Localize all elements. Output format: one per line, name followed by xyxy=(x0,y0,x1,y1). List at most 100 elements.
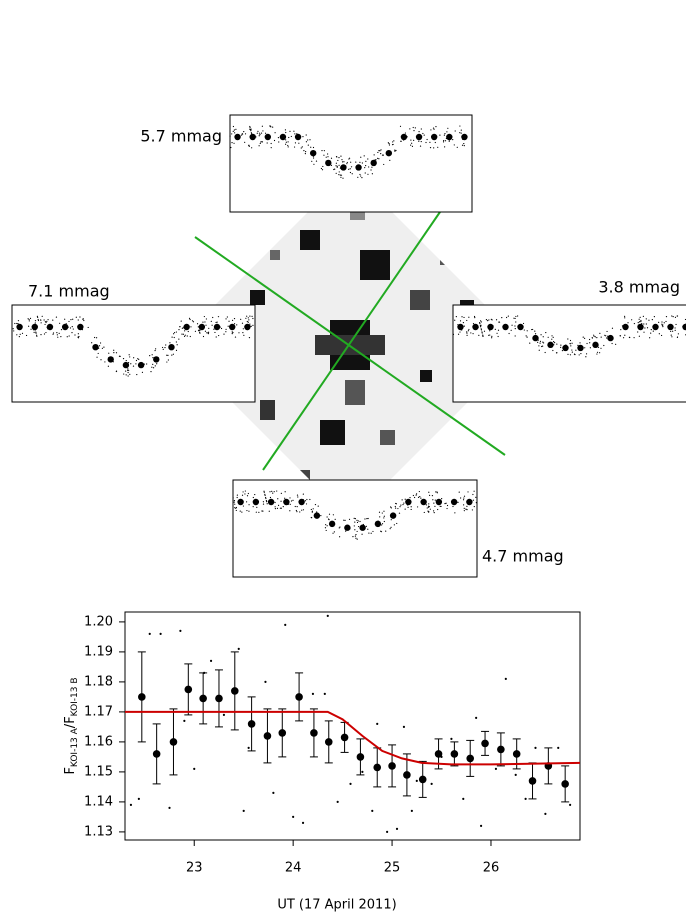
inset-dot xyxy=(394,150,395,151)
inset-dot xyxy=(205,331,206,332)
inset-dot xyxy=(22,333,23,334)
inset-dot xyxy=(372,531,373,532)
inset-dot xyxy=(270,497,271,498)
inset-dot xyxy=(411,509,412,510)
inset-dot xyxy=(91,342,92,343)
inset-dot xyxy=(443,140,444,141)
inset-dot xyxy=(433,127,434,128)
inset-bin xyxy=(517,324,523,330)
inset-dot xyxy=(189,318,190,319)
inset-dot xyxy=(321,168,322,169)
model-line xyxy=(125,712,580,765)
inset-dot xyxy=(428,507,429,508)
inset-dot xyxy=(269,491,270,492)
inset-dot xyxy=(639,336,640,337)
inset-dot xyxy=(527,330,528,331)
inset-dot xyxy=(20,334,21,335)
inset-dot xyxy=(88,327,89,328)
inset-dot xyxy=(434,506,435,507)
inset-dot xyxy=(631,319,632,320)
inset-dot xyxy=(155,348,156,349)
inset-dot xyxy=(358,526,359,527)
inset-dot xyxy=(212,325,213,326)
inset-dot xyxy=(643,323,644,324)
inset-dot xyxy=(562,350,563,351)
inset-dot xyxy=(472,509,473,510)
raw-point xyxy=(149,633,151,635)
inset-dot xyxy=(570,354,571,355)
inset-bin xyxy=(199,324,205,330)
binned-point xyxy=(561,780,569,788)
inset-dot xyxy=(52,319,53,320)
inset-bin xyxy=(168,344,174,350)
inset-dot xyxy=(341,175,342,176)
inset-dot xyxy=(26,335,27,336)
inset-dot xyxy=(228,326,229,327)
inset-dot xyxy=(498,322,499,323)
inset-dot xyxy=(292,500,293,501)
inset-dot xyxy=(468,317,469,318)
inset-dot xyxy=(429,495,430,496)
inset-dot xyxy=(470,332,471,333)
inset-dot xyxy=(589,339,590,340)
inset-dot xyxy=(354,518,355,519)
inset-dot xyxy=(343,520,344,521)
inset-dot xyxy=(71,332,72,333)
inset-dot xyxy=(70,319,71,320)
inset-dot xyxy=(475,497,476,498)
inset-dot xyxy=(361,177,362,178)
inset-dot xyxy=(606,337,607,338)
binned-point xyxy=(497,746,505,754)
inset-dot xyxy=(68,321,69,322)
inset-dot xyxy=(447,128,448,129)
inset-dot xyxy=(258,512,259,513)
inset-dot xyxy=(126,360,127,361)
inset-dot xyxy=(281,493,282,494)
inset-dot xyxy=(355,538,356,539)
inset-dot xyxy=(418,141,419,142)
inset-dot xyxy=(232,320,233,321)
inset-dot xyxy=(339,171,340,172)
inset-dot xyxy=(647,327,648,328)
inset-dot xyxy=(466,335,467,336)
inset-dot xyxy=(303,150,304,151)
inset-dot xyxy=(246,316,247,317)
inset-top xyxy=(230,115,472,212)
inset-dot xyxy=(212,317,213,318)
inset-dot xyxy=(599,333,600,334)
inset-dot xyxy=(233,143,234,144)
inset-dot xyxy=(136,360,137,361)
inset-dot xyxy=(439,135,440,136)
inset-dot xyxy=(585,356,586,357)
inset-dot xyxy=(248,317,249,318)
inset-dot xyxy=(400,141,401,142)
inset-dot xyxy=(462,145,463,146)
inset-dot xyxy=(320,515,321,516)
inset-dot xyxy=(166,355,167,356)
inset-dot xyxy=(295,506,296,507)
inset-dot xyxy=(444,503,445,504)
inset-dot xyxy=(28,318,29,319)
inset-dot xyxy=(545,352,546,353)
inset-dot xyxy=(254,494,255,495)
inset-dot xyxy=(250,130,251,131)
inset-dot xyxy=(445,503,446,504)
inset-dot xyxy=(176,331,177,332)
inset-dot xyxy=(257,131,258,132)
inset-dot xyxy=(646,323,647,324)
inset-dot xyxy=(343,161,344,162)
inset-dot xyxy=(661,321,662,322)
inset-bin xyxy=(375,521,381,527)
inset-dot xyxy=(540,341,541,342)
inset-dot xyxy=(257,133,258,134)
y-tick-label: 1.18 xyxy=(84,674,113,689)
inset-dot xyxy=(364,167,365,168)
inset-dot xyxy=(199,330,200,331)
raw-point xyxy=(337,801,339,803)
inset-dot xyxy=(650,333,651,334)
inset-dot xyxy=(94,337,95,338)
binned-point xyxy=(435,750,443,758)
inset-dot xyxy=(183,334,184,335)
inset-dot xyxy=(422,133,423,134)
inset-dot xyxy=(506,317,507,318)
